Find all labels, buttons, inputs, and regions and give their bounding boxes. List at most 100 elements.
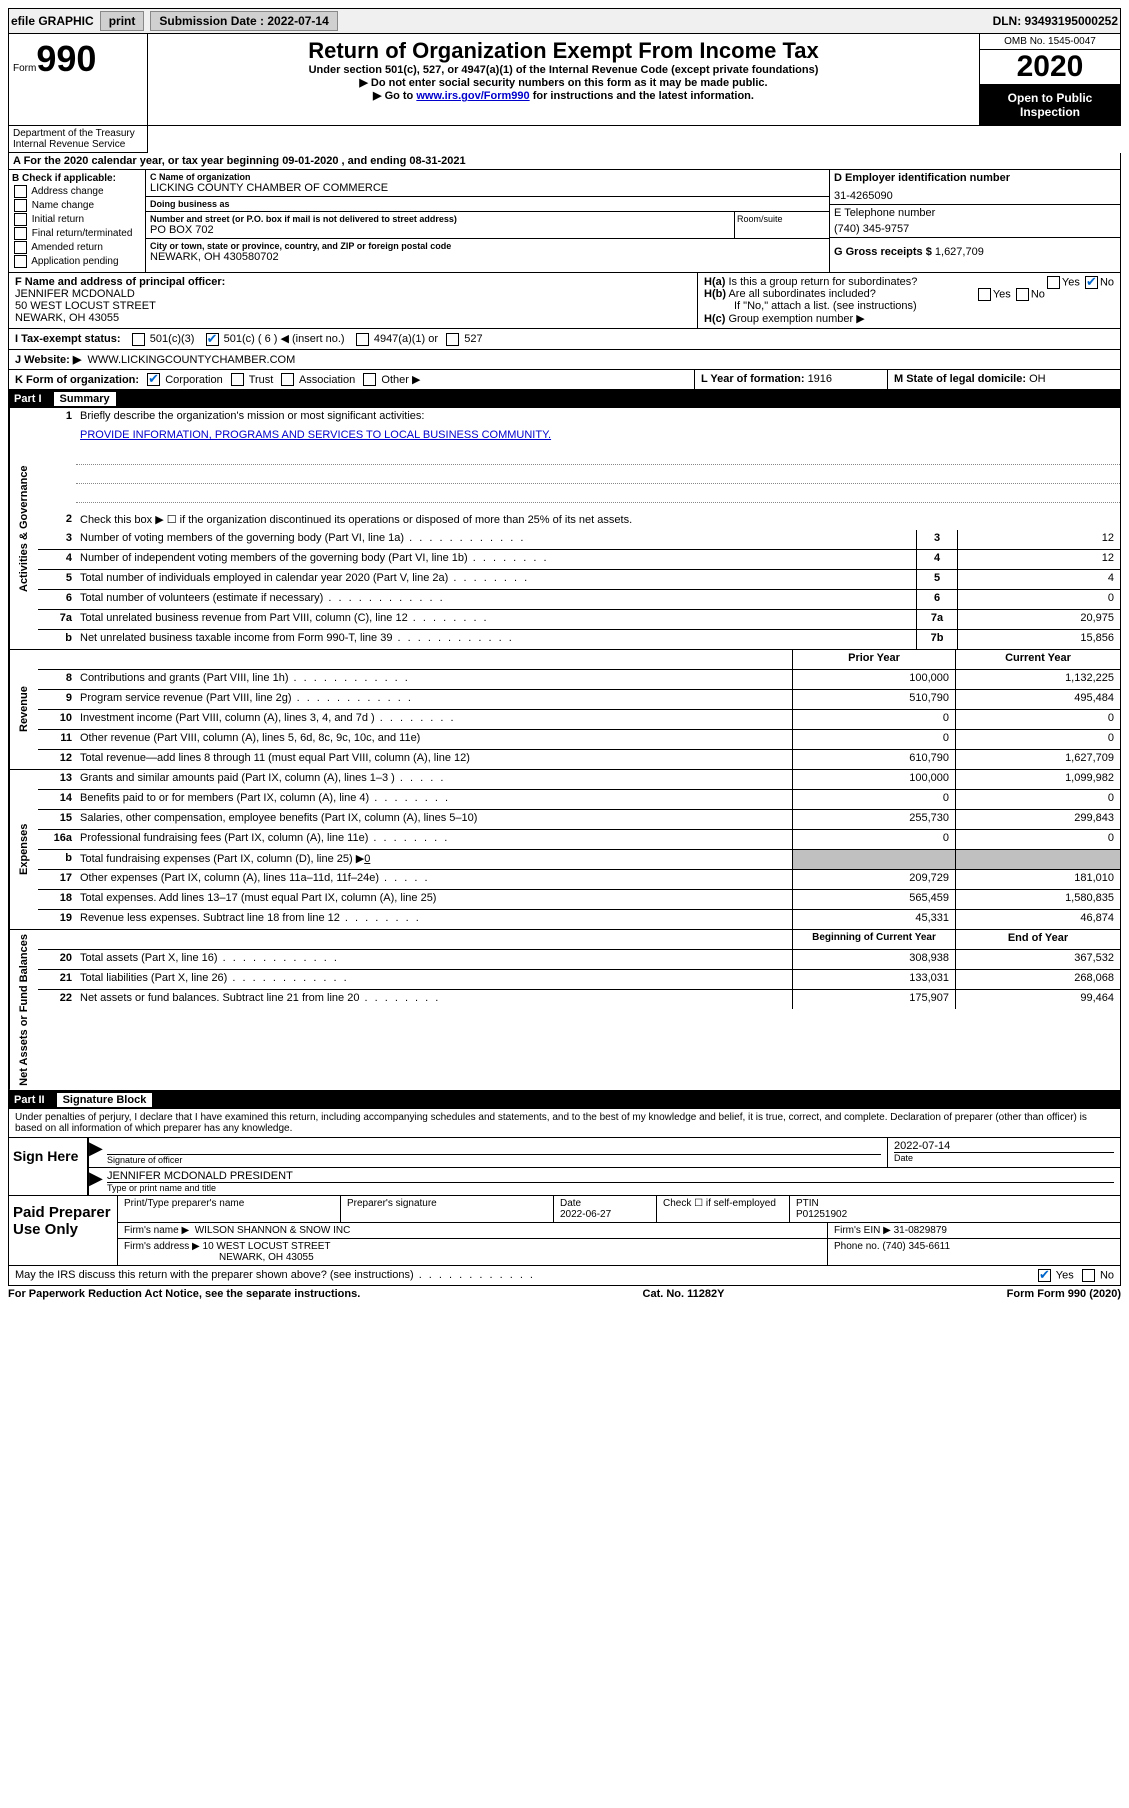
checkbox-discuss-yes[interactable] xyxy=(1038,1269,1051,1282)
line16b-prior-shaded xyxy=(792,850,955,869)
hb-note: If "No," attach a list. (see instruction… xyxy=(704,300,1114,312)
line13-prior: 100,000 xyxy=(792,770,955,789)
checkbox-527[interactable] xyxy=(446,333,459,346)
line-num: 1 xyxy=(38,408,76,427)
line9-current: 495,484 xyxy=(955,690,1120,709)
no-label: No xyxy=(1100,276,1114,288)
l-label: L Year of formation: xyxy=(701,373,808,385)
line10-current: 0 xyxy=(955,710,1120,729)
line20-end: 367,532 xyxy=(955,950,1120,969)
final-return-label: Final return/terminated xyxy=(32,228,133,239)
current-year-header: Current Year xyxy=(955,650,1120,669)
top-bar: efile GRAPHIC print Submission Date : 20… xyxy=(8,8,1121,34)
line7b-val: 15,856 xyxy=(957,630,1120,649)
line-num: 21 xyxy=(38,970,76,989)
line21-end: 268,068 xyxy=(955,970,1120,989)
tax-year: 2020 xyxy=(980,50,1120,85)
line18-prior: 565,459 xyxy=(792,890,955,909)
begin-year-header: Beginning of Current Year xyxy=(792,930,955,949)
line11-current: 0 xyxy=(955,730,1120,749)
checkbox-501c[interactable] xyxy=(206,333,219,346)
checkbox-ha-yes[interactable] xyxy=(1047,276,1060,289)
line19-prior: 45,331 xyxy=(792,910,955,929)
j-label: J Website: ▶ xyxy=(15,354,81,366)
ein-label: D Employer identification number xyxy=(834,172,1116,184)
checkbox-assoc[interactable] xyxy=(281,373,294,386)
submission-date-button[interactable]: Submission Date : 2022-07-14 xyxy=(150,11,337,31)
sig-officer-label: Signature of officer xyxy=(107,1154,881,1165)
firm-name: WILSON SHANNON & SNOW INC xyxy=(195,1225,351,1236)
line-num: 20 xyxy=(38,950,76,969)
part1-header: Part I Summary xyxy=(8,390,1121,408)
checkbox-discuss-no[interactable] xyxy=(1082,1269,1095,1282)
form-word: Form xyxy=(13,63,36,74)
checkbox-initial[interactable] xyxy=(14,213,27,226)
line21-begin: 133,031 xyxy=(792,970,955,989)
checkbox-corp[interactable] xyxy=(147,373,160,386)
line7b-desc: Net unrelated business taxable income fr… xyxy=(76,630,916,649)
city-value: NEWARK, OH 430580702 xyxy=(150,251,825,263)
footer-mid: Cat. No. 11282Y xyxy=(643,1288,725,1300)
sig-date: 2022-07-14 xyxy=(894,1140,1114,1152)
form-header: Form990 Return of Organization Exempt Fr… xyxy=(8,34,1121,126)
ha-label: Is this a group return for subordinates? xyxy=(728,276,917,288)
checkbox-addr-change[interactable] xyxy=(14,185,27,198)
street-label: Number and street (or P.O. box if mail i… xyxy=(150,214,730,224)
website-value: WWW.LICKINGCOUNTYCHAMBER.COM xyxy=(87,354,295,366)
checkbox-other[interactable] xyxy=(363,373,376,386)
expenses-section: Expenses 13 Grants and similar amounts p… xyxy=(8,770,1121,930)
line5-desc: Total number of individuals employed in … xyxy=(76,570,916,589)
mission-blank xyxy=(76,465,1120,484)
revenue-section: Revenue Prior Year Current Year 8 Contri… xyxy=(8,650,1121,770)
instructions-link[interactable]: www.irs.gov/Form990 xyxy=(416,90,529,102)
netassets-section: Net Assets or Fund Balances Beginning of… xyxy=(8,930,1121,1091)
l-value: 1916 xyxy=(808,373,832,385)
checkbox-ha-no[interactable] xyxy=(1085,276,1098,289)
line5-val: 4 xyxy=(957,570,1120,589)
footer-right: Form Form 990 (2020) xyxy=(1007,1288,1121,1300)
line16a-desc: Professional fundraising fees (Part IX, … xyxy=(76,830,792,849)
hc-prefix: H(c) xyxy=(704,313,725,325)
print-button[interactable]: print xyxy=(100,11,145,31)
checkbox-amended[interactable] xyxy=(14,241,27,254)
checkbox-app-pending[interactable] xyxy=(14,255,27,268)
checkbox-hb-yes[interactable] xyxy=(978,288,991,301)
line11-desc: Other revenue (Part VIII, column (A), li… xyxy=(76,730,792,749)
firm-phone: (740) 345-6611 xyxy=(882,1241,950,1252)
line16a-prior: 0 xyxy=(792,830,955,849)
checkbox-4947[interactable] xyxy=(356,333,369,346)
checkbox-trust[interactable] xyxy=(231,373,244,386)
line10-desc: Investment income (Part VIII, column (A)… xyxy=(76,710,792,729)
line9-prior: 510,790 xyxy=(792,690,955,709)
line-num: 7a xyxy=(38,610,76,629)
line6-desc: Total number of volunteers (estimate if … xyxy=(76,590,916,609)
phone-label: E Telephone number xyxy=(834,207,1116,219)
part2-title: Signature Block xyxy=(57,1093,153,1107)
firm-addr-label: Firm's address ▶ xyxy=(124,1241,200,1252)
preparer-sig-label: Preparer's signature xyxy=(341,1196,554,1222)
line3-box: 3 xyxy=(916,530,957,549)
end-year-header: End of Year xyxy=(955,930,1120,949)
gross-label: G Gross receipts $ xyxy=(834,246,935,258)
line-num: 9 xyxy=(38,690,76,709)
sign-arrow-icon: ▶ xyxy=(89,1138,101,1167)
line-num: 15 xyxy=(38,810,76,829)
line3-val: 12 xyxy=(957,530,1120,549)
blank xyxy=(76,930,792,949)
line-num: 19 xyxy=(38,910,76,929)
checkbox-final[interactable] xyxy=(14,227,27,240)
form-subtitle: Under section 501(c), 527, or 4947(a)(1)… xyxy=(152,64,975,76)
checkbox-name-change[interactable] xyxy=(14,199,27,212)
initial-return-label: Initial return xyxy=(32,214,84,225)
arrow-icon: ▶ xyxy=(373,90,385,102)
line-num: 6 xyxy=(38,590,76,609)
dept-treasury: Department of the Treasury Internal Reve… xyxy=(8,126,148,153)
officer-name: JENNIFER MCDONALD xyxy=(15,288,135,300)
omb-number: OMB No. 1545-0047 xyxy=(980,34,1120,50)
line9-desc: Program service revenue (Part VIII, line… xyxy=(76,690,792,709)
checkbox-hb-no[interactable] xyxy=(1016,288,1029,301)
line14-prior: 0 xyxy=(792,790,955,809)
line16a-current: 0 xyxy=(955,830,1120,849)
checkbox-501c3[interactable] xyxy=(132,333,145,346)
line-num: 17 xyxy=(38,870,76,889)
